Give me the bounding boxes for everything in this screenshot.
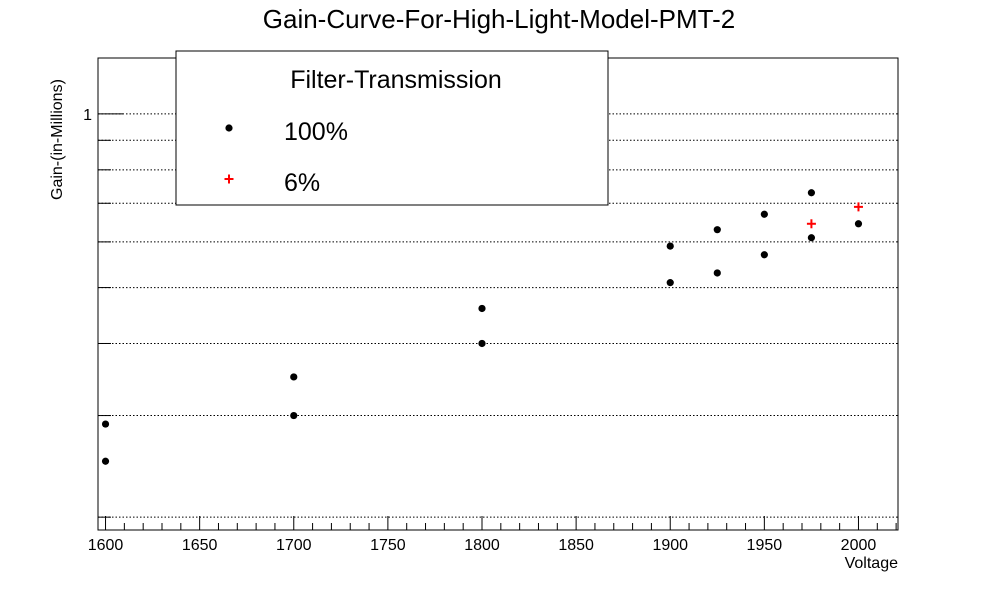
- x-tick-label: 2000: [841, 537, 877, 554]
- data-point-100: [854, 220, 863, 228]
- x-axis: 1600 1650 1700 1750 1800 1850 1900 1950 2000: [88, 516, 897, 554]
- data-point-6: [853, 202, 863, 212]
- y-axis-label: Gain-(in-Millions): [49, 79, 66, 200]
- y-tick-label: 1: [83, 107, 92, 124]
- data-point-100: [290, 411, 298, 420]
- x-axis-label: Voltage: [845, 555, 898, 572]
- x-tick-label: 1900: [652, 537, 688, 554]
- data-point-100: [807, 189, 816, 197]
- x-tick-label: 1600: [88, 537, 124, 554]
- legend-label-100: 100%: [284, 118, 348, 146]
- x-tick-label: 1950: [747, 537, 783, 554]
- legend-marker-6: [224, 174, 234, 184]
- legend-box: [175, 50, 609, 206]
- data-point-100: [101, 457, 110, 465]
- data-point-100: [478, 304, 486, 313]
- y-axis: 1: [83, 107, 123, 518]
- legend-label-6: 6%: [284, 169, 320, 197]
- legend: Filter-Transmission 100% 6%: [175, 50, 609, 206]
- x-tick-label: 1750: [370, 537, 406, 554]
- data-point-100: [666, 279, 674, 287]
- data-point-100: [807, 234, 816, 242]
- data-points: [101, 189, 863, 465]
- data-point-100: [290, 373, 298, 381]
- data-point-100: [713, 269, 721, 277]
- x-tick-label: 1650: [182, 537, 218, 554]
- x-tick-label: 1700: [276, 537, 312, 554]
- legend-title: Filter-Transmission: [290, 66, 502, 94]
- data-point-100: [478, 339, 486, 348]
- chart-title: Gain-Curve-For-High-Light-Model-PMT-2: [263, 4, 735, 34]
- data-point-100: [760, 251, 768, 259]
- data-point-100: [713, 226, 721, 234]
- legend-marker-100: [225, 124, 233, 132]
- data-point-100: [666, 242, 674, 250]
- x-tick-label: 1850: [558, 537, 594, 554]
- data-point-100: [760, 210, 768, 218]
- data-point-6: [806, 219, 816, 229]
- data-point-100: [101, 420, 110, 428]
- x-tick-label: 1800: [464, 537, 500, 554]
